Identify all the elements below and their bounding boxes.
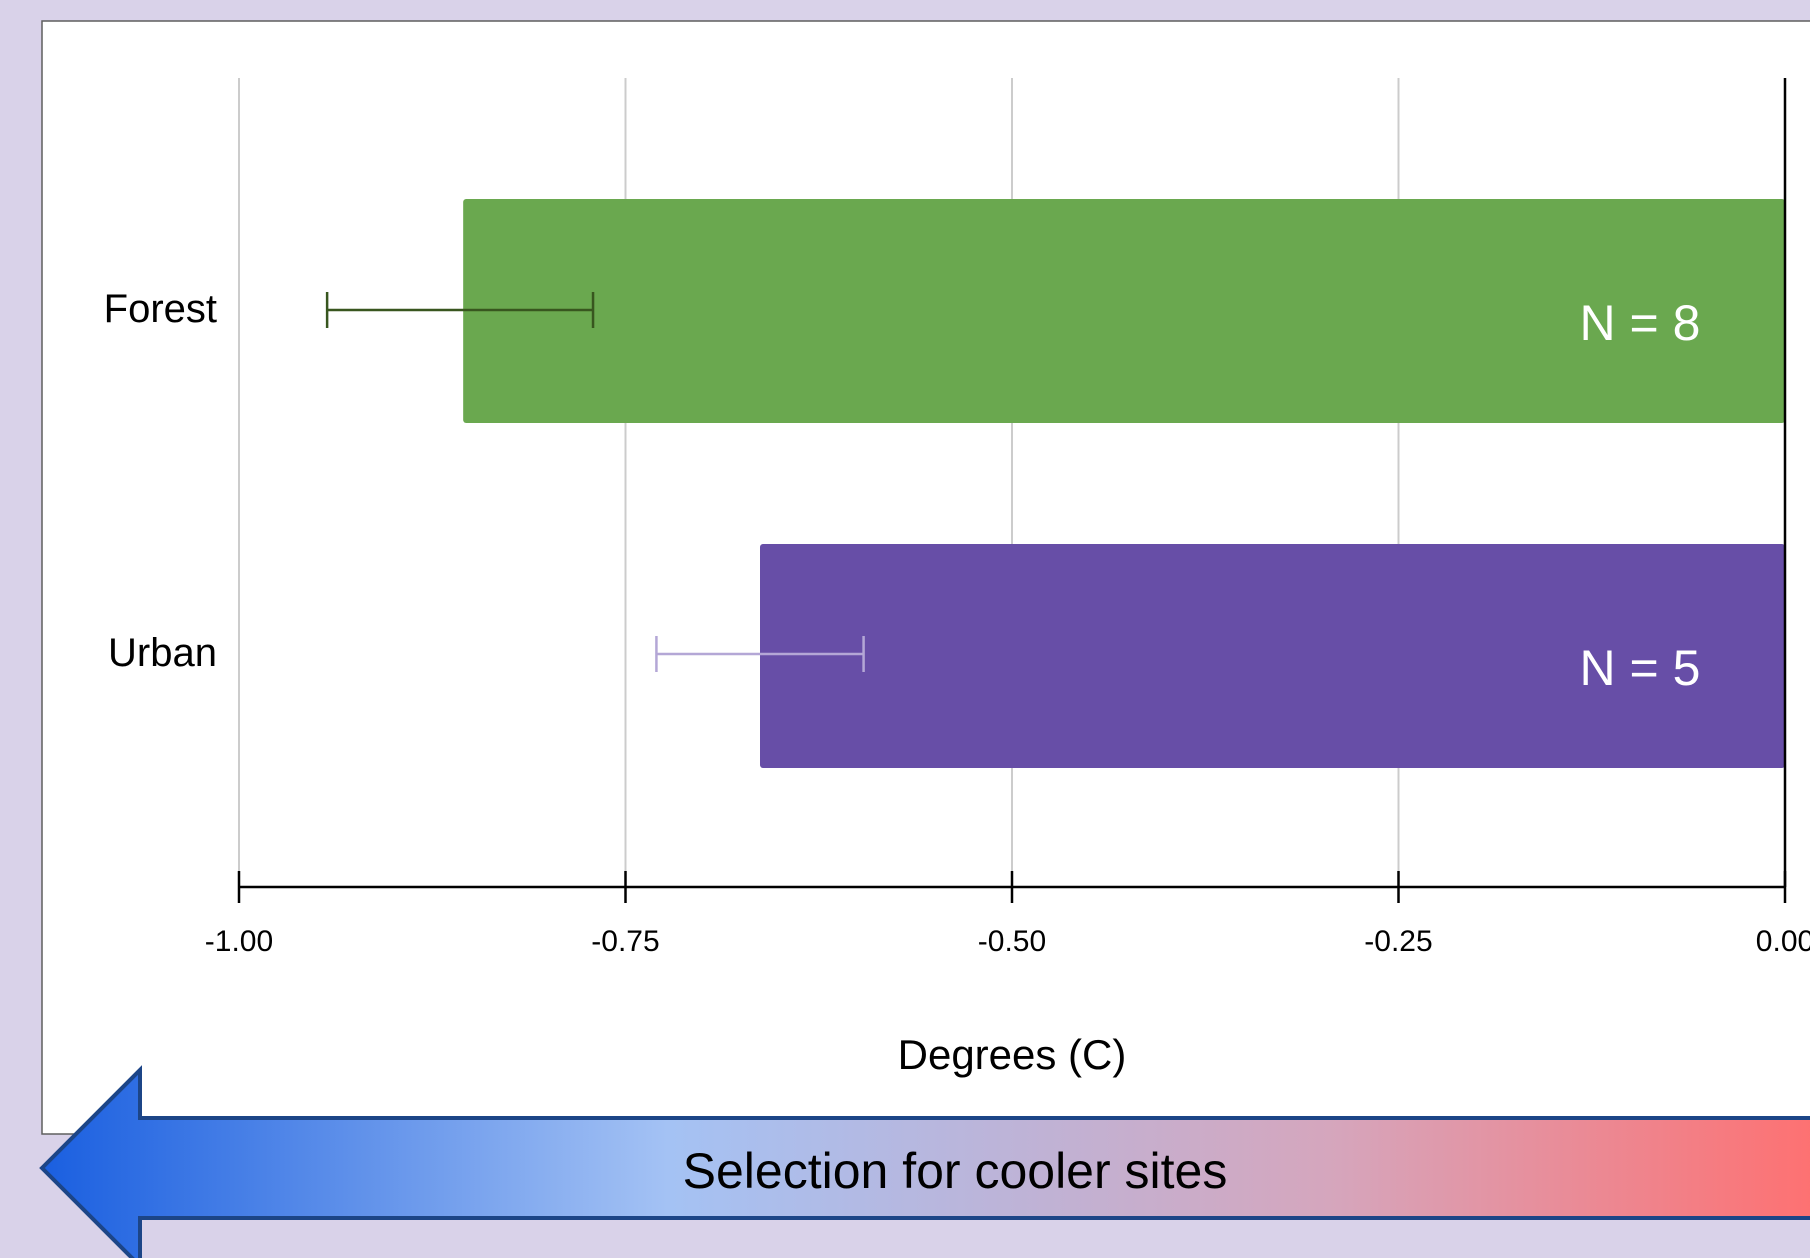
bar-data-label: N = 5 [1580, 640, 1701, 696]
x-tick-label: 0.00 [1756, 925, 1810, 958]
selection-arrow-shape [39, 1065, 1810, 1258]
category-label: Urban [108, 631, 217, 675]
bar-data-label: N = 8 [1580, 295, 1701, 351]
error-bar-urban [655, 636, 865, 672]
x-tick-label: -1.00 [205, 925, 273, 958]
label-layer: Forest N = 8 Urban N = 5 [104, 287, 1701, 696]
selection-arrow: Selection for cooler sites [39, 1065, 1810, 1258]
bar-urban [760, 544, 1786, 768]
error-bar-forest [325, 292, 595, 328]
bar-forest [463, 199, 1785, 423]
x-tick-label: -0.50 [978, 925, 1046, 958]
bar-layer [325, 199, 1786, 768]
x-axis: -1.00 -0.75 -0.50 -0.25 0.00 [205, 78, 1810, 958]
x-tick-label: -0.75 [591, 925, 659, 958]
x-axis-title: Degrees (C) [898, 1031, 1127, 1078]
category-label: Forest [104, 287, 217, 331]
selection-arrow-label: Selection for cooler sites [683, 1143, 1228, 1199]
x-tick-label: -0.25 [1364, 925, 1432, 958]
